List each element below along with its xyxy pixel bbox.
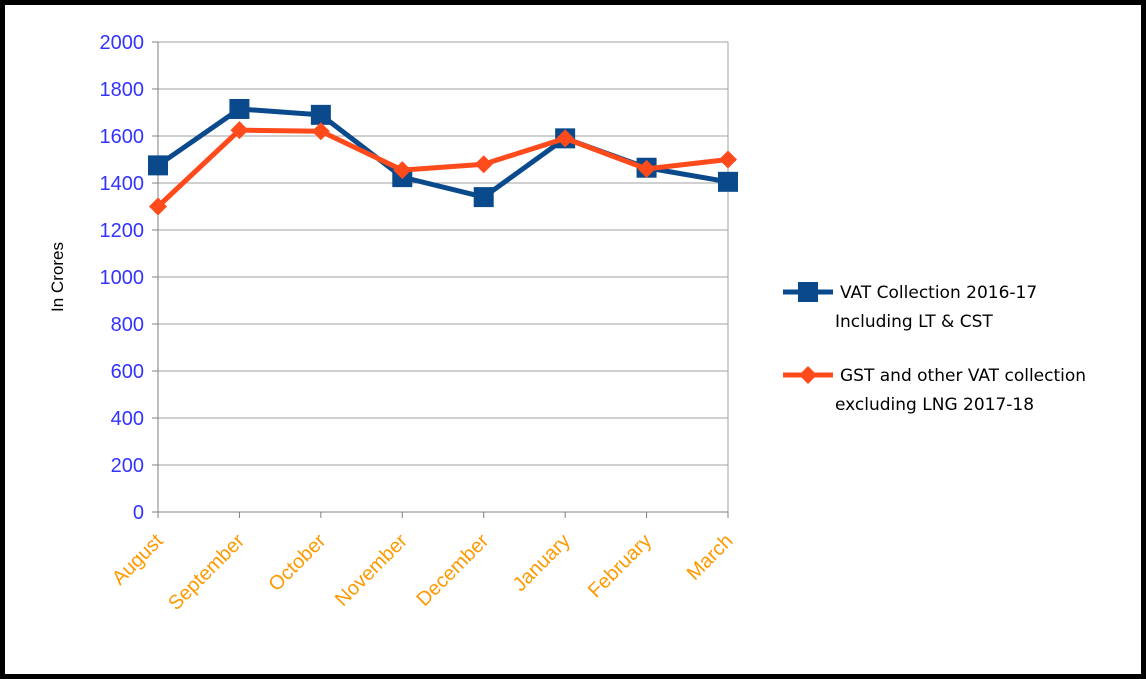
y-tick-label: 200	[111, 455, 144, 477]
y-tick-labels: 0 200 400 600 800 1000 1200 1400 1600 1800 2000	[100, 32, 145, 524]
series-2-point-august	[149, 197, 167, 216]
y-axis-label: In Crores	[48, 242, 67, 312]
series-2-point-february	[637, 159, 656, 178]
x-tick-label-september: September	[164, 530, 249, 615]
legend-label: Including LT & CST	[835, 312, 993, 332]
x-tick-label-august: August	[108, 530, 168, 590]
series-2-point-november	[393, 161, 412, 180]
series-1-point-august	[148, 155, 168, 176]
series-2-point-january	[556, 129, 575, 148]
series-2-point-december	[474, 155, 493, 174]
y-tick-label: 0	[133, 502, 144, 524]
series-1-point-december	[473, 187, 494, 208]
series-1-point-october	[310, 104, 331, 125]
series-1-point-march	[718, 171, 738, 192]
x-tick-label-february: February	[584, 530, 656, 602]
y-tick-label: 600	[111, 361, 144, 383]
y-tick-label: 1400	[100, 173, 145, 195]
x-tick-label-october: October	[265, 530, 331, 596]
series-2-line	[156, 127, 729, 209]
axes	[152, 41, 729, 518]
y-tick-label: 2000	[100, 32, 145, 54]
y-tick-label: 400	[111, 408, 144, 430]
y-tick-label: 1800	[100, 79, 145, 101]
y-tick-label: 800	[111, 314, 144, 336]
series-1-point-september	[229, 98, 250, 119]
series-2-point-march	[719, 150, 737, 169]
chart-frame: 0 200 400 600 800 1000 1200 1400 1600 1800 2000 Au…	[5, 5, 1141, 674]
x-tick-label-march: March	[683, 530, 738, 585]
legend-swatch-marker	[799, 366, 817, 384]
grid-lines	[158, 41, 729, 512]
series-layer	[148, 98, 738, 216]
x-tick-label-november: November	[331, 530, 412, 611]
legend-swatch-marker	[798, 282, 818, 302]
y-tick-label: 1600	[100, 126, 145, 148]
series-2-point-september	[230, 121, 249, 140]
y-tick-label: 1200	[100, 220, 145, 242]
legend-item-2: GST and other VAT collection excluding LN…	[783, 366, 1086, 415]
x-tick-label-january: January	[509, 530, 575, 596]
legend-label: VAT Collection 2016-17	[840, 283, 1037, 303]
series-1	[148, 98, 738, 208]
series-1-line	[156, 106, 729, 200]
y-tick-label: 1000	[100, 267, 145, 289]
series-2-point-october	[311, 122, 330, 141]
x-tick-label-december: December	[412, 530, 493, 611]
legend-label: excluding LNG 2017-18	[835, 395, 1034, 415]
legend-item-1: VAT Collection 2016-17 Including LT & CST	[783, 282, 1037, 332]
legend: VAT Collection 2016-17 Including LT & CST…	[783, 282, 1086, 415]
legend-label: GST and other VAT collection	[840, 366, 1086, 386]
series-2	[149, 121, 737, 216]
line-chart: 0 200 400 600 800 1000 1200 1400 1600 1800 2000 Au…	[48, 32, 1086, 615]
